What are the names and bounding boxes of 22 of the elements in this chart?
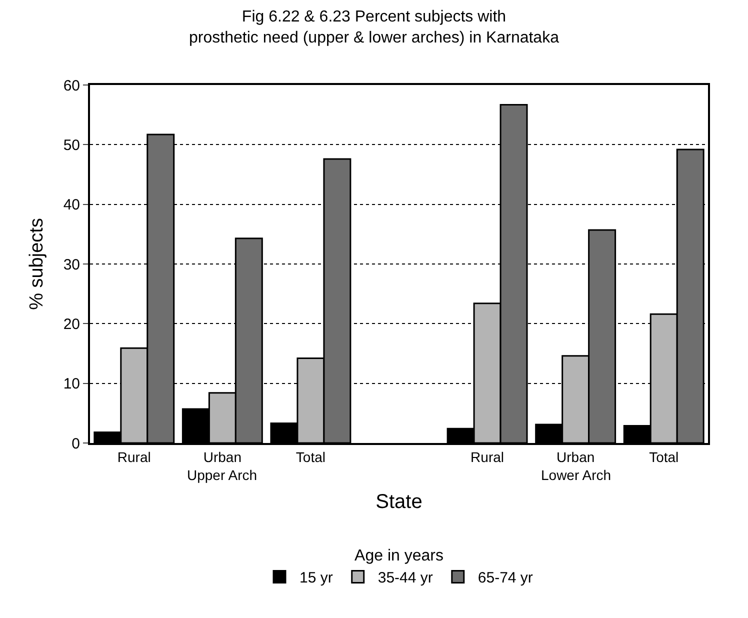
legend-label: 65-74 yr xyxy=(478,570,533,587)
legend-title: Age in years xyxy=(354,547,444,564)
x-tick-label: Urban xyxy=(203,448,242,465)
x-axis-title: State xyxy=(376,490,422,513)
x-tick-label: Total xyxy=(296,448,326,465)
y-tick-label: 30 xyxy=(63,256,80,274)
y-tick-label: 50 xyxy=(63,136,80,154)
text: Upper Arch xyxy=(187,467,258,483)
x-tick-label: Rural xyxy=(470,448,504,465)
y-tick-label: 20 xyxy=(63,316,80,333)
y-tick-label: 10 xyxy=(63,376,80,393)
y-tick-label: 0 xyxy=(72,435,80,452)
x-tick-label: Rural xyxy=(117,448,151,465)
chart-title: Fig 6.22 & 6.23 Percent subjects with prosthetic need (upper & lower arches) in Karnataka xyxy=(189,8,560,46)
y-tick-label: 60 xyxy=(63,77,80,94)
x-tick-label: Urban xyxy=(556,448,595,465)
y-axis-title: % subjects xyxy=(26,218,48,310)
legend-label: 15 yr xyxy=(300,570,333,587)
text: Lower Arch xyxy=(541,467,612,483)
x-tick-label: Total xyxy=(649,448,679,465)
y-tick-label: 40 xyxy=(63,196,80,214)
legend-label: 35-44 yr xyxy=(378,570,433,587)
